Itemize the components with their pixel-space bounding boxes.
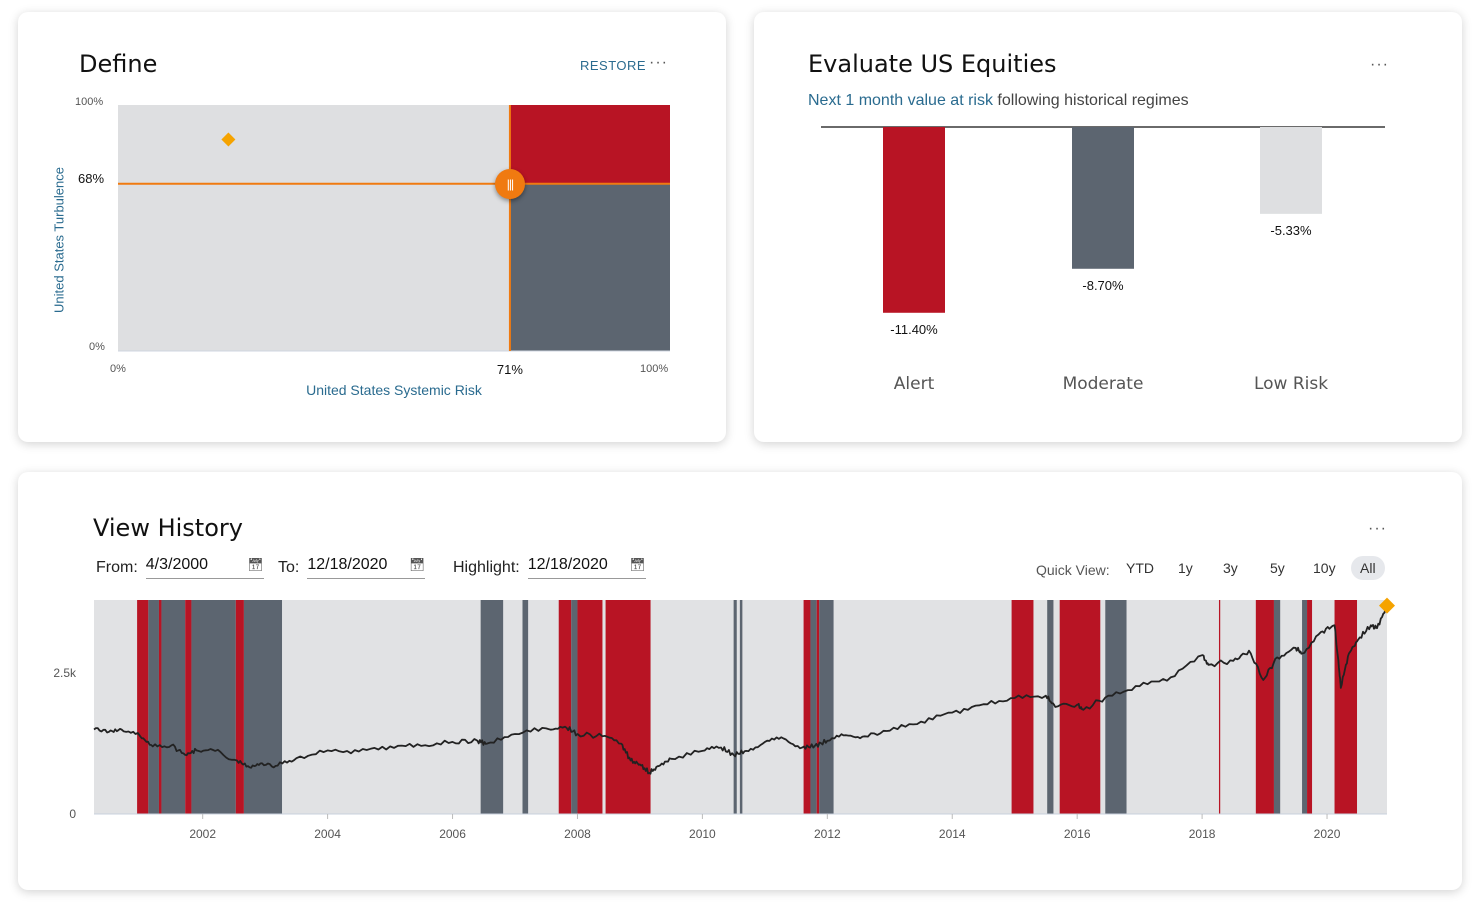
from-label: From: [96, 558, 138, 576]
low-risk-region [118, 105, 670, 351]
quick-view-all-button[interactable]: All [1351, 556, 1385, 580]
calendar-icon[interactable]: 📅︎ [247, 557, 264, 572]
evaluate-subtitle: Next 1 month value at risk following his… [808, 92, 1189, 110]
quick-view-label: Quick View: [1036, 562, 1110, 578]
define-more-icon[interactable]: ··· [649, 54, 668, 71]
highlight-date-field: Highlight: 12/18/2020 📅︎ [453, 556, 646, 579]
y-bottom-tick: 0% [89, 341, 105, 353]
quick-view-ytd-button[interactable]: YTD [1126, 560, 1154, 576]
var-value-label: -5.33% [1270, 223, 1312, 238]
calendar-icon[interactable]: 📅︎ [629, 557, 646, 572]
restore-button[interactable]: RESTORE [580, 58, 647, 73]
history-title: View History [93, 514, 243, 542]
x-right-tick: 100% [640, 363, 669, 375]
threshold-drag-handle[interactable]: ||| [494, 168, 525, 199]
evaluate-more-icon[interactable]: ··· [1370, 56, 1389, 73]
subtitle-rest: following historical regimes [992, 92, 1189, 109]
to-date-value: 12/18/2020 [307, 556, 388, 573]
highlight-date-input[interactable]: 12/18/2020 📅︎ [527, 556, 646, 579]
var-category-label: Low Risk [1254, 374, 1328, 394]
alert-region [509, 105, 670, 184]
quick-view-10y-button[interactable]: 10y [1313, 560, 1336, 576]
to-label: To: [278, 558, 300, 576]
define-card: Define RESTORE ··· 100% 0% 68% United St… [18, 12, 726, 442]
evaluate-card: Evaluate US Equities ··· Next 1 month va… [754, 12, 1462, 442]
quick-view-1y-button[interactable]: 1y [1178, 560, 1193, 576]
evaluate-title: Evaluate US Equities [808, 50, 1057, 78]
var-link[interactable]: Next 1 month value at risk [808, 92, 993, 109]
var-category-label: Alert [894, 374, 935, 394]
quick-view-5y-button[interactable]: 5y [1270, 560, 1285, 576]
from-date-value: 4/3/2000 [145, 556, 209, 573]
y-top-tick: 100% [75, 96, 104, 108]
x-axis-label: United States Systemic Risk [306, 382, 482, 398]
var-bar [1072, 127, 1134, 269]
var-bar [1260, 127, 1322, 214]
x-left-tick: 0% [110, 363, 126, 375]
to-date-field: To: 12/18/2020 📅︎ [278, 556, 426, 579]
y-axis-label: United States Turbulence [51, 167, 67, 313]
from-date-field: From: 4/3/2000 📅︎ [96, 556, 264, 579]
turbulence-threshold-label: 68% [78, 171, 105, 186]
var-value-label: -11.40% [890, 322, 938, 337]
grip-icon: ||| [506, 176, 514, 191]
highlight-date-value: 12/18/2020 [527, 556, 608, 573]
var-bar [883, 127, 945, 313]
var-category-label: Moderate [1063, 374, 1144, 394]
highlight-label: Highlight: [453, 558, 520, 576]
moderate-region [509, 183, 670, 351]
to-date-input[interactable]: 12/18/2020 📅︎ [307, 556, 426, 579]
calendar-icon[interactable]: 📅︎ [408, 557, 426, 572]
var-bar-chart: -11.40% Alert -8.70% Moderate -5.33% Low Risk [821, 126, 1385, 394]
current-point-marker [221, 132, 236, 147]
history-more-icon[interactable]: ··· [1368, 520, 1387, 537]
systemic-threshold-label: 71% [496, 362, 523, 377]
quick-view-3y-button[interactable]: 3y [1223, 560, 1238, 576]
define-title: Define [79, 50, 158, 78]
from-date-input[interactable]: 4/3/2000 📅︎ [145, 556, 264, 579]
var-value-label: -8.70% [1082, 278, 1124, 293]
